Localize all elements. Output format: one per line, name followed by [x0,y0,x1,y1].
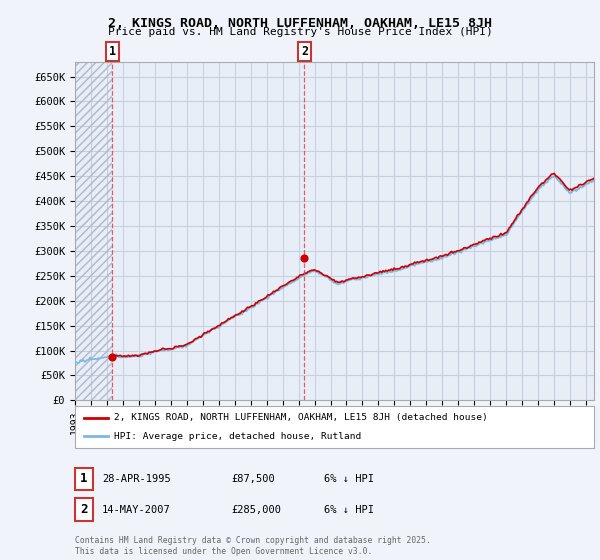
Text: 1: 1 [80,472,88,486]
Text: £285,000: £285,000 [231,505,281,515]
Text: 14-MAY-2007: 14-MAY-2007 [102,505,171,515]
Text: 2: 2 [80,503,88,516]
Point [299,254,309,263]
Text: 6% ↓ HPI: 6% ↓ HPI [324,474,374,484]
Text: 2, KINGS ROAD, NORTH LUFFENHAM, OAKHAM, LE15 8JH: 2, KINGS ROAD, NORTH LUFFENHAM, OAKHAM, … [108,17,492,30]
Text: 2: 2 [301,45,308,58]
Text: 28-APR-1995: 28-APR-1995 [102,474,171,484]
Text: HPI: Average price, detached house, Rutland: HPI: Average price, detached house, Rutl… [114,432,361,441]
Text: Contains HM Land Registry data © Crown copyright and database right 2025.
This d: Contains HM Land Registry data © Crown c… [75,536,431,556]
Bar [75,62,112,400]
Point [107,352,117,361]
Text: 6% ↓ HPI: 6% ↓ HPI [324,505,374,515]
Text: £87,500: £87,500 [231,474,275,484]
Text: Price paid vs. HM Land Registry's House Price Index (HPI): Price paid vs. HM Land Registry's House … [107,27,493,37]
Text: 1: 1 [109,45,116,58]
Text: 2, KINGS ROAD, NORTH LUFFENHAM, OAKHAM, LE15 8JH (detached house): 2, KINGS ROAD, NORTH LUFFENHAM, OAKHAM, … [114,413,488,422]
